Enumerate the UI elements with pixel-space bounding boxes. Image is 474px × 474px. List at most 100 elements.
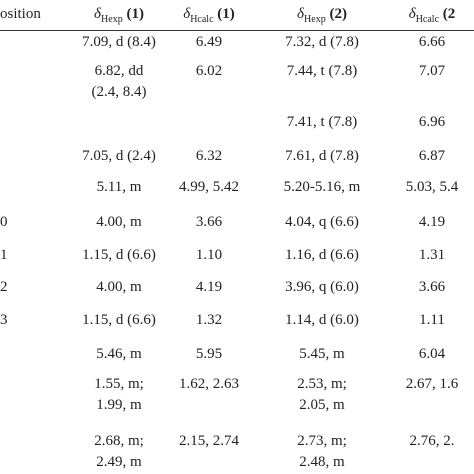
cell-line: 1.16, d (6.6) — [285, 247, 359, 263]
data-cell: 1.14, d (6.0) — [285, 310, 359, 331]
cell-line: 5.11, m — [96, 179, 142, 195]
cell-line: 7.61, d (7.8) — [285, 148, 359, 164]
symbol: δ — [297, 6, 305, 22]
cell-line: 6.66 — [418, 34, 446, 50]
cell-line: 1.99, m — [96, 397, 142, 413]
data-cell: 2.53, m; 2.05, m — [297, 374, 347, 416]
cell-line: 7.32, d (7.8) — [285, 34, 359, 50]
data-cell: 3.96, q (6.0) — [285, 277, 359, 298]
cell-line: 7.41, t (7.8) — [286, 114, 358, 130]
cell-line: 2.73, m; — [297, 433, 347, 449]
data-cell: 5.45, m — [299, 344, 344, 365]
symbol: δ — [183, 6, 191, 22]
cell-line: 1.15, d (6.6) — [82, 312, 156, 328]
data-cell: 6.02 — [196, 61, 222, 82]
data-cell: 1.10 — [196, 245, 222, 266]
cell-line: 5.03, 5.4 — [405, 179, 459, 195]
data-cell: 1.31 — [419, 245, 445, 266]
data-cell: 1.16, d (6.6) — [285, 245, 359, 266]
position-cell: 1 — [0, 245, 8, 266]
data-cell: 5.20-5.16, m — [284, 177, 361, 198]
data-cell: 7.09, d (8.4) — [82, 32, 156, 53]
cell-line: 2.67, 1.6 — [405, 376, 459, 392]
position-text: 3 — [0, 312, 8, 328]
cell-line: 7.07 — [418, 63, 446, 79]
cell-line: 7.44, t (7.8) — [286, 63, 358, 79]
data-cell: 5.11, m — [97, 177, 142, 198]
cell-line: 1.55, m; — [94, 376, 144, 392]
data-cell: 6.49 — [196, 32, 222, 53]
cell-line: 1.10 — [195, 247, 223, 263]
data-cell: 3.66 — [419, 277, 445, 298]
cell-line: 6.32 — [195, 148, 223, 164]
cell-line: 1.14, d (6.0) — [285, 312, 359, 328]
data-cell: 6.87 — [419, 146, 445, 167]
cell-line: 2.15, 2.74 — [179, 433, 239, 449]
position-text: 2 — [0, 279, 8, 295]
cell-line: 2.05, m — [299, 397, 345, 413]
cell-line: 2.68, m; — [94, 433, 144, 449]
cell-line: 3.96, q (6.0) — [285, 279, 359, 295]
data-cell: 1.15, d (6.6) — [82, 245, 156, 266]
cell-line: (2.4, 8.4) — [91, 84, 147, 100]
subscript: Hexp — [304, 14, 326, 25]
data-cell: 5.95 — [196, 344, 222, 365]
data-cell: 2.73, m; 2.48, m — [297, 431, 347, 473]
position-text: 1 — [0, 247, 8, 263]
cell-line: 7.05, d (2.4) — [82, 148, 156, 164]
cell-line: 2.53, m; — [297, 376, 347, 392]
data-cell: 4.19 — [196, 277, 222, 298]
symbol: δ — [94, 6, 102, 22]
data-cell: 1.62, 2.63 — [179, 374, 239, 395]
header-text: osition — [0, 6, 41, 22]
data-cell: 2.68, m; 2.49, m — [94, 431, 144, 473]
data-cell: 7.61, d (7.8) — [285, 146, 359, 167]
cell-line: 5.95 — [195, 346, 223, 362]
position-cell: 0 — [0, 212, 8, 233]
data-cell: 7.44, t (7.8) — [287, 61, 357, 82]
cell-line: 1.11 — [419, 312, 445, 328]
data-cell: 2.15, 2.74 — [179, 431, 239, 452]
header-cell: osition — [0, 4, 41, 25]
cell-line: 6.87 — [418, 148, 446, 164]
data-cell: 7.05, d (2.4) — [82, 146, 156, 167]
cell-line: 4.00, m — [96, 279, 142, 295]
data-cell: 1.32 — [196, 310, 222, 331]
data-cell: 7.07 — [419, 61, 445, 82]
header-cell: δHexp (1) — [94, 4, 144, 30]
cell-line: 6.96 — [418, 114, 446, 130]
cell-line: 3.66 — [195, 214, 223, 230]
cell-line: 2.49, m — [96, 454, 142, 470]
compound-label: (1) — [126, 6, 144, 22]
header-cell: δHcalc (2 — [409, 4, 456, 30]
data-cell: 4.19 — [419, 212, 445, 233]
compound-label: (1) — [217, 6, 235, 22]
cell-line: 4.19 — [418, 214, 446, 230]
data-cell: 4.04, q (6.6) — [285, 212, 359, 233]
subscript: Hcalc — [190, 14, 214, 25]
data-cell: 2.67, 1.6 — [406, 374, 459, 395]
symbol: δ — [408, 6, 416, 22]
cell-line: 5.20-5.16, m — [283, 179, 361, 195]
data-cell: 4.00, m — [96, 212, 141, 233]
data-cell: 4.99, 5.42 — [179, 177, 239, 198]
position-cell: 2 — [0, 277, 8, 298]
header-cell: δHexp (2) — [297, 4, 347, 30]
position-text: 0 — [0, 214, 8, 230]
subscript: Hexp — [101, 14, 123, 25]
cell-line: 4.19 — [195, 279, 223, 295]
cell-line: 1.15, d (6.6) — [82, 247, 156, 263]
cell-line: 7.09, d (8.4) — [82, 34, 156, 50]
data-cell: 4.00, m — [96, 277, 141, 298]
data-cell: 2.76, 2. — [410, 431, 455, 452]
header-cell: δHcalc (1) — [183, 4, 235, 30]
data-cell: 7.32, d (7.8) — [285, 32, 359, 53]
cell-line: 4.00, m — [96, 214, 142, 230]
cell-line: 6.04 — [418, 346, 446, 362]
cell-line: 2.76, 2. — [409, 433, 455, 449]
data-cell: 5.46, m — [96, 344, 141, 365]
subscript: Hcalc — [415, 14, 440, 25]
header-rule — [0, 30, 474, 31]
cell-line: 1.62, 2.63 — [179, 376, 239, 392]
